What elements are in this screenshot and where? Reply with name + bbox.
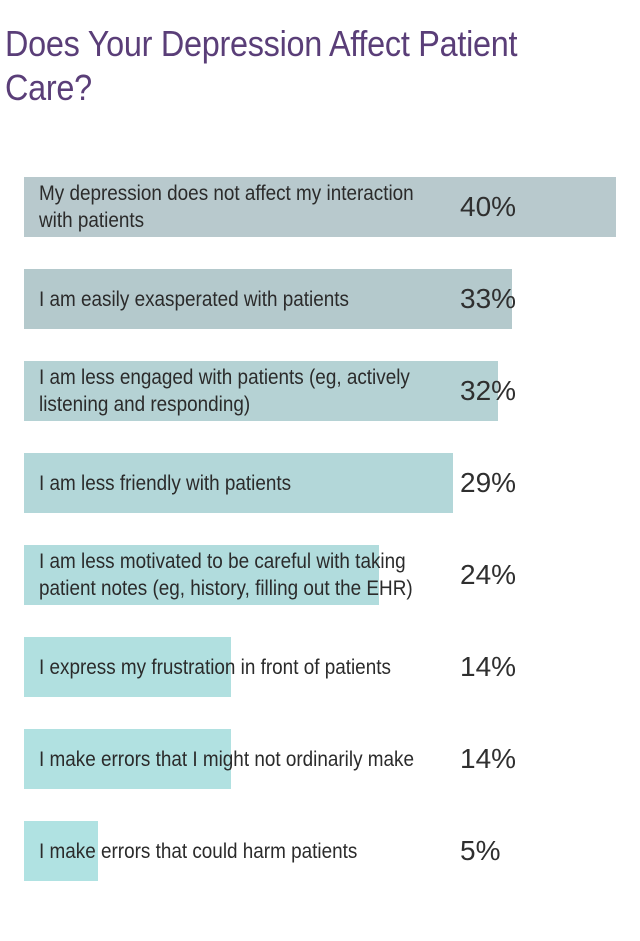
value-label: 14% xyxy=(460,651,517,682)
bar xyxy=(24,545,380,605)
category-label-text: My depression does not affect my interac… xyxy=(39,182,414,232)
value-label: 14% xyxy=(460,743,517,774)
category-label-text: I make errors that I might not ordinaril… xyxy=(39,747,415,771)
category-label-text: I am less engaged with patients (eg, act… xyxy=(39,366,410,416)
category-label-text: I am easily exasperated with patients xyxy=(39,287,349,311)
value-label: 24% xyxy=(460,559,517,590)
value-label: 33% xyxy=(460,283,517,314)
value-label: 32% xyxy=(460,375,517,406)
category-label-text: I express my frustration in front of pat… xyxy=(39,655,391,679)
bar xyxy=(24,177,616,237)
category-label: I express my frustration in front of pat… xyxy=(39,633,417,701)
category-label-text: I am less motivated to be careful with t… xyxy=(39,550,413,600)
category-label: My depression does not affect my interac… xyxy=(39,173,417,241)
chart-title: Does Your Depression Affect Patient Care… xyxy=(5,23,518,108)
bar xyxy=(24,269,513,329)
bar xyxy=(24,821,98,881)
category-label: I make errors that could harm patients xyxy=(39,817,417,885)
category-label: I am less motivated to be careful with t… xyxy=(39,541,417,609)
bar xyxy=(24,361,498,421)
value-label: 29% xyxy=(460,467,517,498)
bar xyxy=(24,637,232,697)
value-label: 5% xyxy=(460,835,501,866)
category-label-text: I am less friendly with patients xyxy=(39,471,292,495)
value-label: 40% xyxy=(460,191,517,222)
category-label: I am less engaged with patients (eg, act… xyxy=(39,357,417,425)
bar xyxy=(24,729,232,789)
category-label: I am less friendly with patients xyxy=(39,449,417,517)
category-label: I am easily exasperated with patients xyxy=(39,265,417,333)
bar xyxy=(24,453,454,513)
category-label: I make errors that I might not ordinaril… xyxy=(39,725,417,793)
category-label-text: I make errors that could harm patients xyxy=(39,839,358,863)
